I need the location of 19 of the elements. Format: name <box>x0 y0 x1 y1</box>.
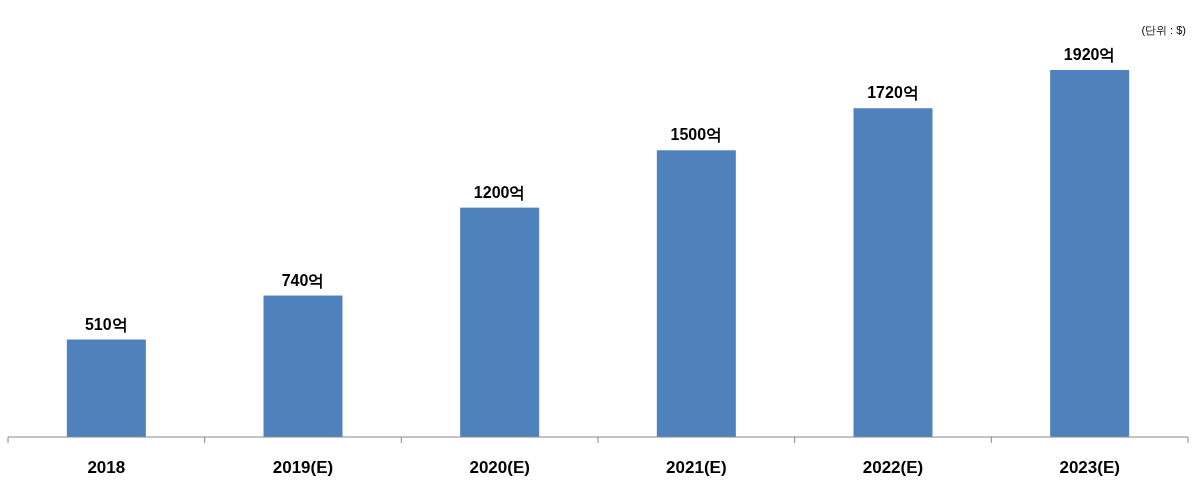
x-tick-label: 2023(E) <box>1059 458 1120 477</box>
x-tick-label: 2022(E) <box>862 458 924 477</box>
bar <box>853 108 933 437</box>
data-label: 1720억 <box>867 84 919 102</box>
bar <box>460 207 540 437</box>
data-label: 1500억 <box>670 126 723 144</box>
data-label: 740억 <box>281 271 325 289</box>
bar <box>656 150 736 437</box>
bar <box>263 295 343 437</box>
data-label: 1200억 <box>473 183 526 201</box>
x-tick-label: 2019(E) <box>272 458 334 477</box>
bar <box>1050 70 1130 437</box>
text: (단위 : $) <box>1141 24 1186 36</box>
x-tick-label: 2020(E) <box>469 458 530 477</box>
bar <box>66 339 146 437</box>
x-tick-label: 2018 <box>87 458 126 477</box>
data-label: 510억 <box>84 315 128 333</box>
data-label: 1920억 <box>1063 46 1116 63</box>
x-tick-label: 2021(E) <box>666 458 727 477</box>
